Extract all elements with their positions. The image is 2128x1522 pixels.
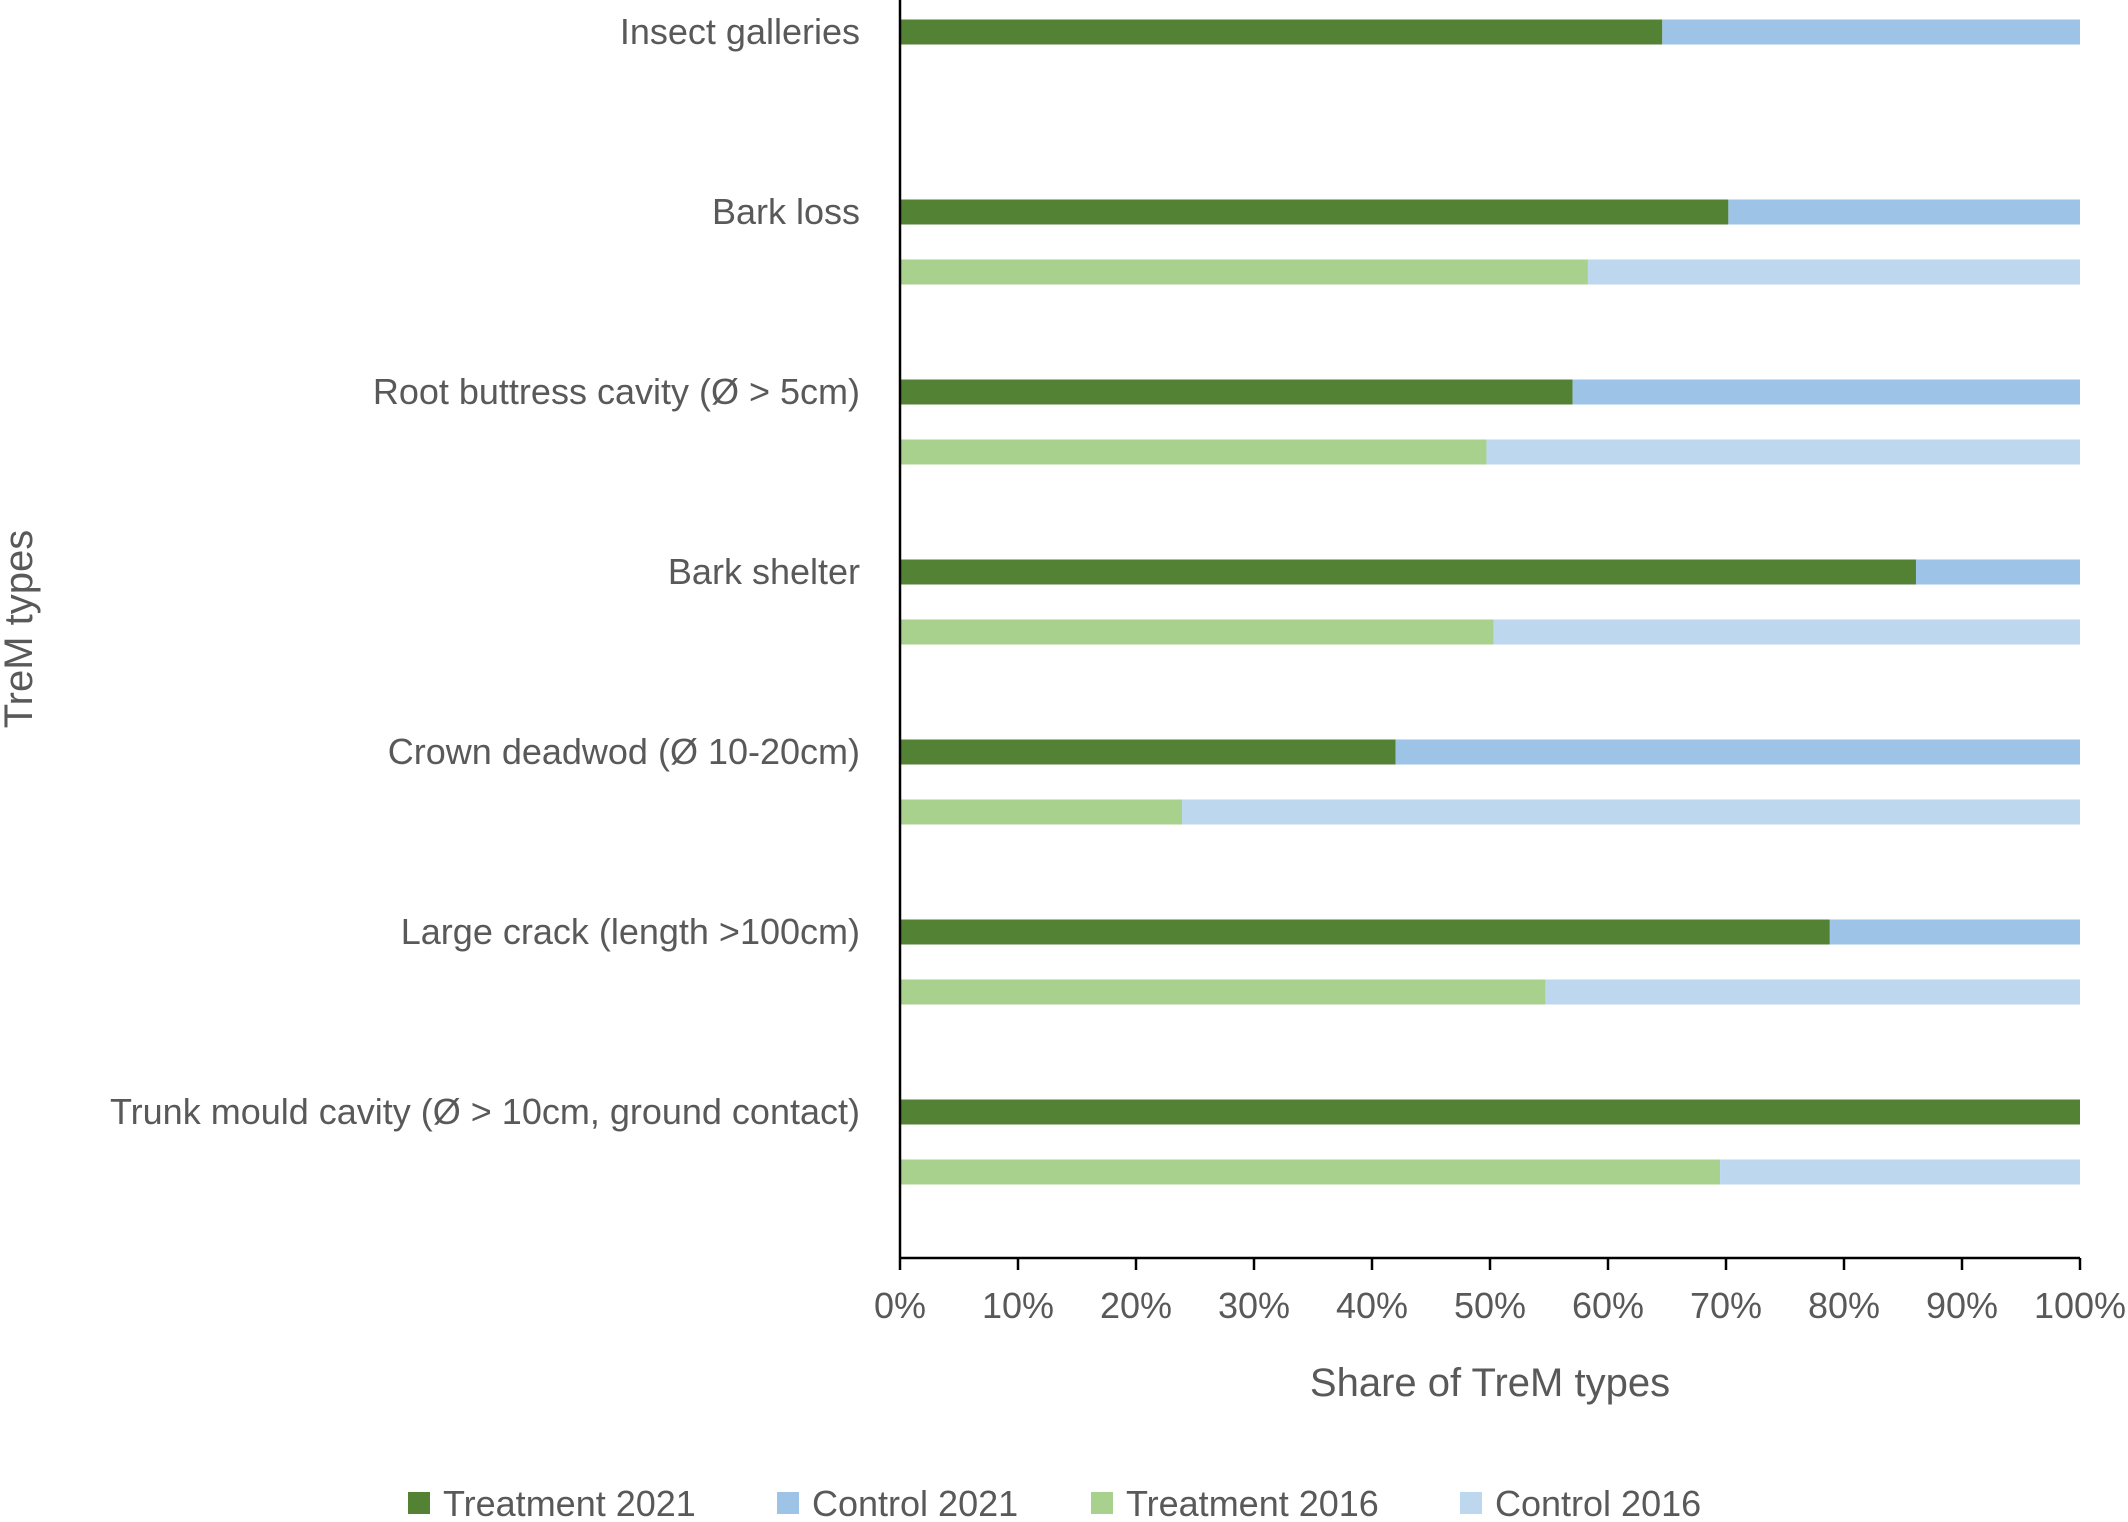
legend-label: Control 2021 — [812, 1483, 1018, 1522]
bar-segment — [900, 919, 1830, 945]
x-tick-label: 60% — [1572, 1285, 1644, 1326]
bar-segment — [1587, 259, 2080, 285]
bar-segment — [900, 439, 1487, 465]
bar-segment — [900, 559, 1916, 585]
category-label: Trunk mould cavity (Ø > 10cm, ground con… — [110, 1091, 860, 1132]
bar-segment — [900, 259, 1588, 285]
x-tick-label: 0% — [874, 1285, 926, 1326]
bars — [900, 19, 2080, 1185]
bar-segment — [1493, 619, 2080, 645]
bar-segment — [900, 979, 1546, 1005]
category-label: Large crack (length >100cm) — [401, 911, 860, 952]
category-label: Bark loss — [712, 191, 860, 232]
x-tick-label: 50% — [1454, 1285, 1526, 1326]
bar-segment — [1395, 739, 2080, 765]
bar-segment — [1572, 379, 2080, 405]
bar-segment — [900, 379, 1573, 405]
x-tick-label: 20% — [1100, 1285, 1172, 1326]
legend-label: Control 2016 — [1495, 1483, 1701, 1522]
x-tick-label: 90% — [1926, 1285, 1998, 1326]
x-tick-label: 10% — [982, 1285, 1054, 1326]
legend-label: Treatment 2016 — [1126, 1483, 1379, 1522]
legend-label: Treatment 2021 — [443, 1483, 696, 1522]
x-tick-label: 40% — [1336, 1285, 1408, 1326]
x-tick-label: 30% — [1218, 1285, 1290, 1326]
category-label: Root buttress cavity (Ø > 5cm) — [373, 371, 860, 412]
x-axis-title: Share of TreM types — [1310, 1361, 1670, 1405]
legend-swatch — [408, 1492, 430, 1514]
legend-swatch — [1091, 1492, 1113, 1514]
legend-swatch — [1460, 1492, 1482, 1514]
x-tick-label: 80% — [1808, 1285, 1880, 1326]
bar-segment — [1915, 559, 2080, 585]
y-axis-title: TreM types — [0, 530, 41, 729]
x-tick-label: 100% — [2034, 1285, 2126, 1326]
bar-segment — [900, 799, 1183, 825]
x-ticks: 0% 10% 20% 30% 40% 50% 60% 70% 80% 90% 100% — [874, 1258, 2126, 1326]
bar-segment — [1720, 1159, 2080, 1185]
bar-segment — [1182, 799, 2080, 825]
bar-segment — [900, 19, 1663, 45]
bar-segment — [1662, 19, 2080, 45]
bar-segment — [900, 199, 1729, 225]
bar-segment — [900, 1099, 2080, 1125]
bar-segment — [900, 739, 1396, 765]
bar-segment — [1545, 979, 2080, 1005]
category-label: Crown deadwod (Ø 10-20cm) — [388, 731, 860, 772]
bar-segment — [1728, 199, 2080, 225]
bar-segment — [900, 1159, 1721, 1185]
x-tick-label: 70% — [1690, 1285, 1762, 1326]
bar-segment — [1486, 439, 2080, 465]
category-label: Bark shelter — [668, 551, 860, 592]
bar-segment — [900, 619, 1494, 645]
legend-swatch — [777, 1492, 799, 1514]
bar-segment — [1829, 919, 2080, 945]
category-labels: Insect galleries Bark loss Root buttress c… — [110, 11, 860, 1132]
category-label: Insect galleries — [620, 11, 860, 52]
legend: Treatment 2021 Control 2021 Treatment 2016… — [408, 1483, 1701, 1522]
